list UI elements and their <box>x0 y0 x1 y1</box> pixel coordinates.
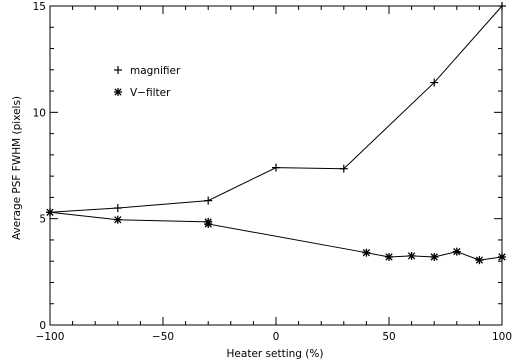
y-axis-title: Average PSF FWHM (pixels) <box>11 96 23 240</box>
data-point-magnifier <box>430 78 439 87</box>
series-line-magnifier <box>49 5 503 213</box>
legend-label-magnifier: magnifier <box>130 65 181 77</box>
data-point-v-filter <box>407 251 416 260</box>
legend-label-v-filter: V−filter <box>130 87 171 99</box>
x-tick-label: 50 <box>382 331 395 343</box>
marker-stroke <box>453 247 461 256</box>
data-point-magnifier <box>272 163 280 172</box>
data-point-magnifier <box>113 204 122 213</box>
marker-stroke <box>362 249 371 257</box>
data-point-magnifier <box>339 164 348 173</box>
marker-stroke <box>204 220 212 228</box>
data-point-v-filter <box>113 215 122 224</box>
x-tick-label: −100 <box>36 331 65 343</box>
y-tick-label: 5 <box>39 214 46 226</box>
axes: −100 −50 0 50 100 0 5 10 15 <box>33 1 512 343</box>
x-tick-label: −50 <box>152 331 174 343</box>
y-tick-label: 15 <box>33 1 46 13</box>
x-axis-title: Heater setting (%) <box>227 348 324 360</box>
legend-marker-magnifier <box>114 66 122 74</box>
data-point-v-filter <box>475 256 484 265</box>
data-point-v-filter <box>452 247 461 256</box>
marker-stroke <box>114 216 122 224</box>
data-point-v-filter <box>385 252 393 261</box>
marker-stroke <box>385 253 393 261</box>
x-tick-label: 100 <box>492 331 512 343</box>
data-point-v-filter <box>362 248 371 257</box>
marker-stroke <box>114 88 122 96</box>
x-tick-label: 0 <box>273 331 280 343</box>
y-tick-label: 10 <box>33 107 46 119</box>
data-point-v-filter <box>430 252 439 261</box>
legend: magnifier V−filter <box>114 65 181 99</box>
legend-marker-v-filter <box>114 88 122 96</box>
plot-area <box>46 2 506 265</box>
marker-stroke <box>407 252 416 260</box>
data-point-v-filter <box>204 219 213 228</box>
y-tick-label: 0 <box>39 320 46 332</box>
marker-stroke <box>475 256 484 264</box>
marker-stroke <box>430 253 438 261</box>
data-point-magnifier <box>204 196 213 205</box>
